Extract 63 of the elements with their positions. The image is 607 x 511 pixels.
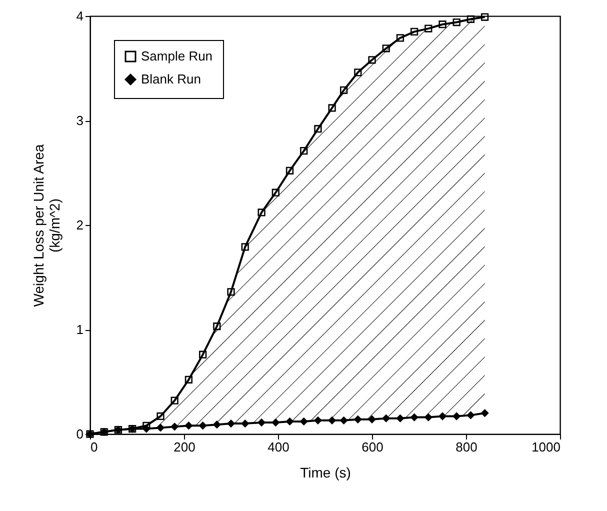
legend-label: Blank Run — [141, 72, 201, 86]
point — [198, 350, 207, 358]
point — [424, 24, 432, 32]
y-tick-label: 4 — [76, 8, 84, 24]
x-axis-title: Time (s) — [300, 464, 351, 480]
x-tick-label: 0 — [90, 440, 98, 454]
point — [438, 412, 446, 420]
point — [314, 416, 322, 424]
x-tick-label: 400 — [268, 440, 290, 454]
point — [300, 418, 308, 426]
y-axis-title: Weight Loss per Unit Area (kg/m^2) — [30, 144, 62, 307]
point — [340, 86, 348, 94]
y-tick-label: 2 — [76, 218, 84, 232]
x-tick-label: 1000 — [532, 440, 560, 454]
point — [258, 208, 266, 216]
point — [452, 18, 460, 26]
y-tick-label: 1 — [76, 322, 84, 337]
x-tick-label: 600 — [362, 440, 384, 454]
point — [213, 420, 221, 428]
y-tick-label: 3 — [76, 113, 84, 128]
legend-label: Sample Run — [141, 48, 213, 64]
point — [480, 13, 489, 21]
y-tick-label: 0 — [76, 426, 84, 442]
point — [410, 28, 418, 36]
point — [272, 188, 280, 196]
point — [396, 414, 404, 422]
x-tick-label: 800 — [456, 440, 478, 454]
point — [382, 44, 390, 52]
point — [213, 322, 221, 330]
point — [170, 422, 178, 430]
point — [156, 424, 164, 432]
point — [410, 413, 418, 422]
point — [286, 166, 294, 174]
point — [466, 411, 475, 419]
point — [382, 414, 390, 422]
point — [184, 376, 193, 384]
point — [328, 104, 336, 112]
point — [354, 68, 362, 76]
point — [286, 418, 294, 426]
point — [368, 416, 376, 424]
point — [354, 416, 362, 424]
point — [227, 288, 235, 296]
point — [328, 416, 336, 424]
point — [227, 420, 235, 428]
point — [340, 416, 348, 424]
point — [170, 396, 178, 404]
point — [241, 420, 249, 428]
point — [396, 34, 404, 42]
point — [466, 15, 475, 23]
point — [300, 146, 308, 155]
x-tick-label: 200 — [174, 440, 196, 454]
point — [480, 409, 489, 417]
point — [424, 413, 432, 422]
point — [184, 422, 193, 430]
point — [452, 412, 460, 420]
point — [258, 418, 266, 426]
point — [272, 418, 280, 426]
point — [314, 125, 322, 133]
point — [241, 243, 249, 251]
point — [198, 422, 207, 430]
point — [438, 20, 446, 28]
point — [368, 56, 376, 64]
point — [156, 412, 164, 420]
